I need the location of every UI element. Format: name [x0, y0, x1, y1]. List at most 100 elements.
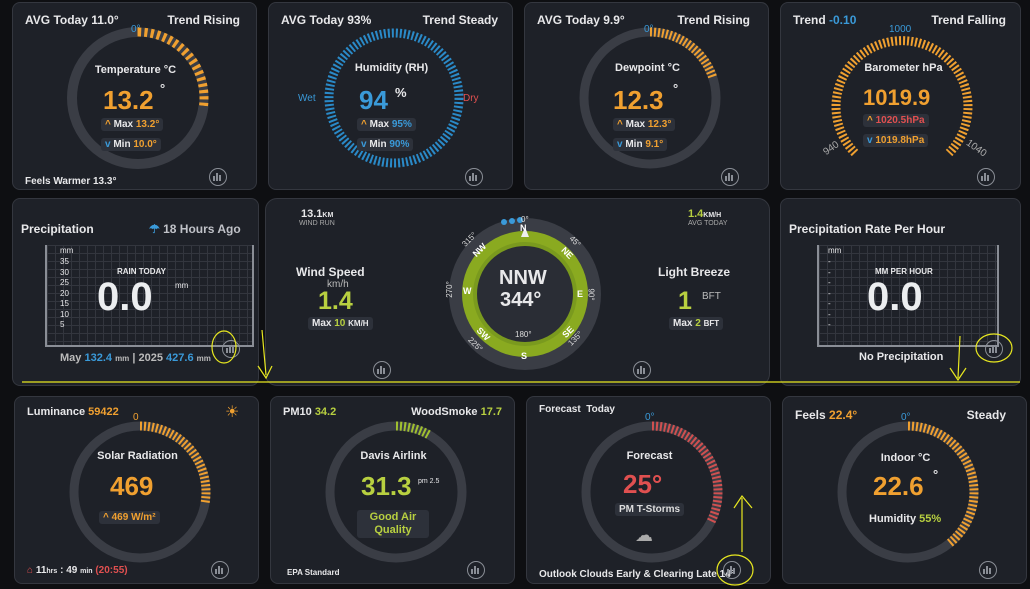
- precip-rate-card: Precipitation Rate Per Hour mm ------- M…: [780, 198, 1021, 386]
- solar-title: Solar Radiation: [97, 450, 178, 462]
- woodsmoke: WoodSmoke 17.7: [411, 406, 502, 418]
- rate-caption: MM PER HOUR: [875, 267, 933, 276]
- compass-0: 0°: [521, 215, 529, 224]
- humidity-max: ^ Max 95%: [357, 118, 416, 131]
- wind-avg: 1.4KM/H: [688, 208, 722, 220]
- solar-max: ^ 469 W/m²: [99, 511, 160, 524]
- temperature-min: v Min 10.0°: [101, 138, 161, 151]
- temperature-gauge: [67, 27, 209, 169]
- rate-axis-unit: mm: [828, 246, 842, 255]
- solar-card: Luminance 59422 ☀ 0 Solar Radiation 469 …: [14, 396, 259, 584]
- dewpoint-title: Dewpoint °C: [615, 62, 680, 74]
- beaufort-value: 1: [678, 287, 692, 315]
- precip-footer: May 132.4 mm | 2025 427.6 mm: [60, 352, 211, 364]
- barometer-card: Trend -0.10 Trend Falling 1000 940 1040 …: [780, 2, 1021, 190]
- air-card: PM10 34.2 WoodSmoke 17.7 Davis Airlink 3…: [270, 396, 515, 584]
- temperature-title: Temperature °C: [94, 64, 177, 76]
- dewpoint-chart-icon[interactable]: [721, 168, 739, 186]
- precip-title: Precipitation: [21, 222, 94, 236]
- indoor-chart-icon[interactable]: [979, 561, 997, 579]
- compass-e: E: [577, 289, 584, 299]
- wind-degrees: 344°: [500, 289, 542, 311]
- rate-footer: No Precipitation: [859, 351, 944, 363]
- beaufort-max: Max 2 BFT: [669, 317, 724, 330]
- compass-180: 180°: [515, 330, 532, 339]
- indoor-trend: Steady: [966, 408, 1006, 422]
- precip-chart: [45, 245, 254, 347]
- sunrise-icon: ⌂: [27, 565, 34, 576]
- daylight: ⌂ 11hrs : 49 min (20:55): [27, 565, 128, 576]
- wind-speed-chart-icon[interactable]: [373, 361, 391, 379]
- temperature-zero-tick: 0°: [131, 24, 141, 35]
- air-unit: pm 2.5: [418, 478, 440, 485]
- humidity-unit: %: [395, 85, 407, 100]
- solar-chart-icon[interactable]: [211, 561, 229, 579]
- barometer-title: Barometer hPa: [864, 62, 943, 74]
- dewpoint-min: v Min 9.1°: [613, 138, 668, 151]
- beaufort-title: Light Breeze: [658, 265, 731, 279]
- wind-direction-chart-icon[interactable]: [633, 361, 651, 379]
- temperature-trend: Trend Rising: [167, 13, 240, 27]
- beaufort-unit: BFT: [702, 291, 721, 302]
- humidity-title: Humidity (RH): [354, 62, 429, 74]
- humidity-wet: Wet: [298, 93, 316, 104]
- humidity-trend: Trend Steady: [422, 13, 498, 27]
- indoor-feels: Feels 22.4°: [795, 408, 858, 422]
- precip-axis-unit: mm: [60, 246, 74, 255]
- barometer-chart-icon[interactable]: [977, 168, 995, 186]
- solar-zero-tick: 0: [133, 412, 139, 423]
- precip-ago: ☂ 18 Hours Ago: [149, 222, 241, 236]
- temperature-unit: °: [160, 81, 166, 96]
- pm10: PM10 34.2: [283, 406, 337, 418]
- temperature-value: 13.2: [103, 85, 154, 115]
- precip-chart-icon[interactable]: [222, 340, 240, 358]
- precip-value: 0.0: [97, 275, 153, 319]
- dewpoint-max: ^ Max 12.3°: [613, 118, 676, 131]
- humidity-dry: Dry: [463, 93, 479, 104]
- rate-axis-ticks: -------: [828, 257, 831, 329]
- forecast-chart-icon[interactable]: [723, 561, 741, 579]
- temperature-card: AVG Today 11.0° Trend Rising 0° Temperat…: [12, 2, 257, 190]
- indoor-unit: °: [933, 467, 939, 482]
- indoor-humidity: Humidity 55%: [869, 513, 942, 525]
- dewpoint-unit: °: [673, 81, 679, 96]
- wind-card: 13.1KM WIND RUN 1.4KM/H AVG TODAY Wind S…: [265, 198, 770, 386]
- air-chart-icon[interactable]: [467, 561, 485, 579]
- wind-speed-value: 1.4: [318, 287, 353, 315]
- wind-run: 13.1KM: [301, 208, 334, 220]
- dewpoint-avg: AVG Today 9.9°: [537, 13, 625, 27]
- umbrella-icon: ☂: [149, 222, 160, 236]
- air-footer: EPA Standard: [287, 568, 340, 577]
- wind-direction: NNW: [499, 267, 547, 289]
- forecast-card: Forecast Today 0° Forecast 25° PM T-Stor…: [526, 396, 771, 584]
- humidity-avg: AVG Today 93%: [281, 13, 372, 27]
- storm-cloud-icon: ☁: [635, 525, 653, 545]
- barometer-top-tick: 1000: [889, 24, 912, 35]
- air-gauge: [325, 421, 467, 563]
- air-title: Davis Airlink: [360, 450, 427, 462]
- rate-value: 0.0: [867, 275, 923, 319]
- forecast-outlook: Outlook Clouds Early & Clearing Late 14°: [539, 569, 735, 580]
- dewpoint-gauge: [579, 27, 721, 169]
- temperature-feels: Feels Warmer 13.3°: [25, 176, 117, 187]
- forecast-gauge: [581, 421, 723, 563]
- barometer-trend: Trend Falling: [931, 13, 1006, 27]
- dewpoint-trend: Trend Rising: [677, 13, 750, 27]
- forecast-header: Forecast Today: [539, 404, 615, 415]
- humidity-chart-icon[interactable]: [465, 168, 483, 186]
- humidity-min: v Min 90%: [357, 138, 414, 151]
- temperature-avg: AVG Today 11.0°: [25, 13, 119, 27]
- forecast-value: 25°: [623, 469, 663, 499]
- wind-avg-label: AVG TODAY: [688, 220, 728, 227]
- barometer-max: ^ 1020.5hPa: [863, 114, 929, 127]
- humidity-gauge: [324, 28, 464, 168]
- temperature-chart-icon[interactable]: [209, 168, 227, 186]
- solar-gauge: [69, 421, 211, 563]
- barometer-value: 1019.9: [863, 85, 931, 110]
- precip-axis-ticks: 35 30 25 20 15 10 5: [60, 257, 69, 329]
- barometer-trend-value: Trend -0.10: [793, 13, 857, 27]
- temperature-max: ^ Max 13.2°: [101, 118, 164, 131]
- dewpoint-card: AVG Today 9.9° Trend Rising 0° Dewpoint …: [524, 2, 769, 190]
- rate-chart-icon[interactable]: [985, 340, 1003, 358]
